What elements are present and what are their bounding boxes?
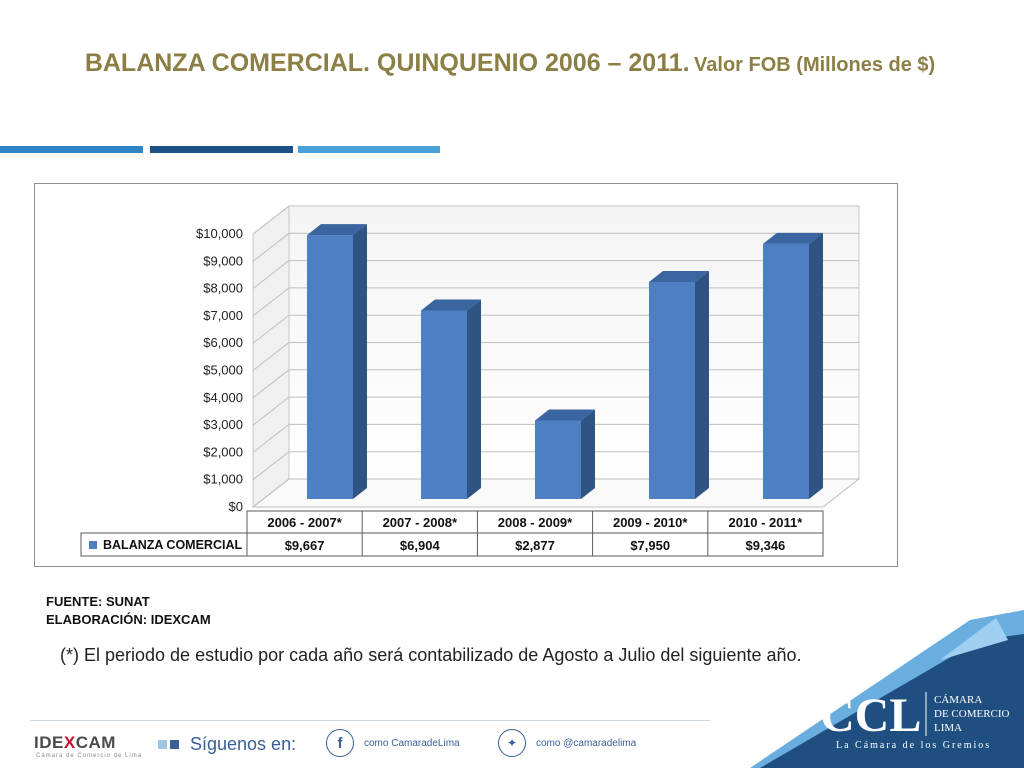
bar-top [763, 232, 823, 244]
data-label: $7,950 [630, 538, 670, 553]
facebook-label: como CamaradeLima [364, 737, 460, 749]
bar-chart: $0 $1,000 $2,000 $3,000 $4,000 $5,000 $6,000 $7… [80, 204, 861, 557]
category-label: 2007 - 2008* [383, 515, 458, 530]
bar-top [535, 409, 595, 421]
y-tick-label: $0 [229, 499, 243, 514]
data-table: 2006 - 2007* 2007 - 2008* 2008 - 2009* 2009… [80, 510, 824, 557]
twitter-label: como @camaradelima [536, 737, 637, 749]
source-text: FUENTE: SUNAT [46, 594, 150, 609]
facebook-icon: f [326, 729, 354, 757]
prepared-by-text: ELABORACIÓN: IDEXCAM [46, 612, 211, 627]
data-label: $2,877 [515, 538, 555, 553]
category-label: 2006 - 2007* [267, 515, 342, 530]
follow-square-icon [170, 740, 179, 749]
chart-frame: $0 $1,000 $2,000 $3,000 $4,000 $5,000 $6,000 $7… [34, 183, 898, 567]
data-label: $9,667 [285, 538, 325, 553]
y-tick-label: $4,000 [203, 390, 243, 405]
y-tick-label: $5,000 [203, 363, 243, 378]
y-tick-label: $7,000 [203, 308, 243, 323]
rule-1 [0, 146, 143, 153]
y-tick-label: $8,000 [203, 281, 243, 296]
title-main: BALANZA COMERCIAL. QUINQUENIO 2006 – 201… [84, 49, 690, 77]
twitter-icon: ✦ [498, 729, 526, 757]
y-tick-label: $6,000 [203, 335, 243, 350]
gridline [252, 232, 859, 262]
idexcam-subtitle: Cámara de Comercio de Lima [36, 753, 143, 759]
ccl-accent-shape [940, 618, 1008, 660]
gridline [252, 205, 859, 235]
bar-top [307, 224, 367, 236]
ccl-name-3: LIMA [934, 722, 962, 734]
legend-swatch [89, 541, 97, 549]
rule-2 [150, 146, 293, 153]
follow-square-icon [158, 740, 167, 749]
footer-divider [30, 720, 710, 721]
bar-top [421, 299, 481, 311]
bar-side [353, 224, 367, 500]
bar [649, 281, 695, 499]
ccl-dark-shape [760, 634, 1024, 768]
facebook-link[interactable]: f como CamaradeLima [326, 729, 460, 757]
y-tick-label: $9,000 [203, 253, 243, 268]
category-label: 2009 - 2010* [613, 515, 688, 530]
y-tick-label: $1,000 [203, 472, 243, 487]
follow-label: Síguenos en: [190, 734, 297, 754]
idexcam-logo-part2: X [63, 733, 76, 752]
category-label: 2008 - 2009* [498, 515, 573, 530]
ccl-logo-graphic: CCL CÁMARA DE COMERCIO LIMA La Cámara de… [750, 610, 1024, 768]
twitter-link[interactable]: ✦ como @camaradelima [498, 729, 636, 757]
rule-3 [298, 146, 440, 153]
bar-side [809, 232, 823, 500]
gridline [252, 260, 859, 289]
y-tick-label: $2,000 [203, 444, 243, 459]
chart-bars [307, 224, 823, 500]
bar-top [649, 270, 709, 282]
data-label: $6,904 [400, 538, 441, 553]
legend-cell [80, 532, 248, 557]
idexcam-logo-part1: IDE [34, 733, 64, 752]
idexcam-logo: IDEXCAM [34, 733, 116, 753]
y-tick-label: $10,000 [196, 226, 243, 241]
decorative-rules [0, 146, 445, 153]
bar [421, 310, 467, 499]
y-axis-ticks: $0 $1,000 $2,000 $3,000 $4,000 $5,000 $6,000 $7… [196, 226, 243, 514]
page-title: BALANZA COMERCIAL. QUINQUENIO 2006 – 201… [60, 48, 960, 79]
bar [307, 235, 353, 500]
y-tick-label: $3,000 [203, 417, 243, 432]
bar-side [467, 299, 481, 499]
bar-side [581, 409, 595, 499]
legend-label: BALANZA COMERCIAL [103, 538, 242, 552]
idexcam-logo-part3: CAM [75, 733, 116, 752]
follow-us: Síguenos en: [158, 734, 296, 755]
ccl-logo-block: CCL CÁMARA DE COMERCIO LIMA La Cámara de… [740, 600, 1024, 768]
title-sub: Valor FOB (Millones de $) [694, 54, 936, 76]
data-label: $9,346 [746, 538, 786, 553]
ccl-name-1: CÁMARA [934, 694, 982, 706]
category-label: 2010 - 2011* [729, 515, 804, 530]
footnote: (*) El periodo de estudio por cada año s… [60, 645, 802, 665]
bar-side [695, 270, 709, 499]
bar [535, 420, 581, 499]
ccl-name-2: DE COMERCIO [934, 708, 1010, 720]
ccl-tagline: La Cámara de los Gremios [836, 740, 991, 751]
source-notes: FUENTE: SUNAT ELABORACIÓN: IDEXCAM [46, 593, 211, 629]
bar [763, 243, 809, 499]
ccl-logo-text: CCL [820, 689, 921, 742]
